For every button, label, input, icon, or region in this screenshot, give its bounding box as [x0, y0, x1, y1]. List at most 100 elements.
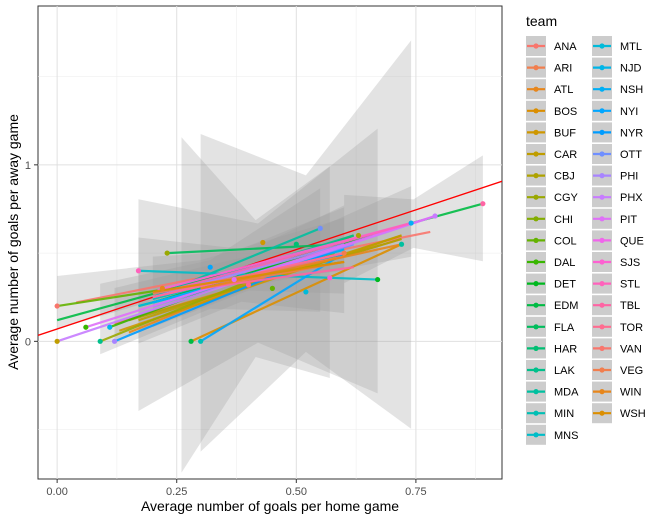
- legend-entry-mtl: MTL: [592, 36, 642, 56]
- series-line-mda: [152, 227, 321, 299]
- legend-entry-ana: ANA: [526, 36, 577, 56]
- legend-label: FLA: [554, 322, 575, 334]
- data-point: [480, 201, 486, 207]
- legend-key-point: [533, 237, 539, 243]
- legend-label: MIN: [554, 408, 574, 420]
- data-point: [260, 239, 266, 246]
- legend-key-point: [533, 345, 539, 351]
- confidence-ribbon: [344, 155, 483, 284]
- legend-label: QUE: [620, 235, 644, 247]
- plot-layer: [38, 40, 502, 473]
- legend-key-point: [599, 194, 605, 200]
- legend-label: SJS: [620, 257, 640, 269]
- data-point: [83, 324, 89, 330]
- legend-entry-cgy: CGY: [526, 187, 579, 208]
- legend-label: PHI: [620, 171, 638, 183]
- legend-entry-sjs: SJS: [592, 252, 640, 272]
- y-tick-label: 0: [25, 336, 31, 348]
- data-point: [207, 264, 213, 270]
- legend-key-point: [599, 43, 605, 49]
- data-point: [54, 303, 60, 309]
- data-point: [432, 213, 438, 219]
- legend-entry-atl: ATL: [526, 79, 573, 100]
- legend-entry-det: DET: [526, 273, 576, 294]
- legend-key-point: [533, 216, 539, 222]
- legend-entry-chi: CHI: [526, 208, 573, 229]
- legend-key-point: [599, 367, 605, 373]
- legend-label: ATL: [554, 84, 573, 96]
- legend-key-point: [533, 259, 539, 265]
- data-point: [54, 338, 60, 344]
- legend-entry-col: COL: [526, 230, 577, 251]
- legend-key-point: [533, 389, 539, 395]
- legend-key-point: [533, 302, 539, 308]
- legend-label: STL: [620, 279, 640, 291]
- legend-label: BOS: [554, 106, 577, 118]
- legend-key-point: [599, 410, 605, 416]
- legend-label: CBJ: [554, 171, 575, 183]
- legend-label: PHX: [620, 192, 643, 204]
- legend-label: COL: [554, 235, 577, 247]
- data-point: [303, 289, 309, 295]
- data-point: [111, 338, 118, 344]
- legend-entry-bos: BOS: [526, 100, 577, 121]
- plot-panel: [37, 5, 503, 480]
- legend-label: ANA: [554, 41, 577, 53]
- legend-label: EDM: [554, 300, 578, 312]
- legend-key-point: [599, 345, 605, 351]
- legend-entry-ott: OTT: [592, 144, 642, 164]
- legend-key-point: [599, 86, 605, 92]
- legend-key-point: [533, 108, 539, 114]
- series-line-tbl: [200, 266, 354, 290]
- legend-label: CGY: [554, 192, 579, 204]
- legend-entry-veg: VEG: [592, 360, 643, 380]
- legend-entry-mns: MNS: [526, 424, 578, 445]
- data-point: [375, 276, 381, 283]
- data-point: [164, 250, 170, 256]
- legend-key-point: [599, 302, 605, 308]
- x-tick-label: 0.75: [405, 486, 426, 498]
- legend-key-point: [599, 151, 605, 157]
- reference-line: [38, 180, 502, 336]
- data-point: [159, 285, 165, 291]
- legend-key-point: [533, 65, 539, 71]
- data-point: [269, 285, 275, 291]
- legend-key-point: [599, 216, 605, 222]
- legend-label: NYR: [620, 127, 643, 139]
- legend-key-point: [599, 237, 605, 243]
- legend-key-point: [533, 43, 539, 49]
- legend-entry-car: CAR: [526, 144, 577, 164]
- data-point: [198, 338, 204, 344]
- x-tick-label: 0.50: [286, 486, 307, 498]
- legend-entry-edm: EDM: [526, 295, 578, 316]
- data-point: [408, 220, 414, 226]
- legend-entry-min: MIN: [526, 403, 574, 424]
- legend-key-point: [533, 410, 539, 416]
- legend-label: MNS: [554, 430, 578, 442]
- legend-key-point: [533, 432, 539, 438]
- series-line-fla: [167, 243, 345, 255]
- legend-entry-nyi: NYI: [592, 100, 638, 121]
- legend-key-point: [533, 151, 539, 157]
- legend-key-point: [599, 65, 605, 71]
- legend-key-point: [599, 129, 605, 135]
- legend: team ANA ARI ATL BOS BUF CAR CBJ CGY CHI COL DAL DE…: [526, 13, 646, 445]
- data-point: [135, 268, 142, 274]
- legend-label: OTT: [620, 149, 642, 161]
- legend-entry-stl: STL: [592, 273, 640, 294]
- legend-label: PIT: [620, 214, 637, 226]
- legend-title: team: [526, 13, 557, 29]
- legend-key-point: [533, 281, 539, 287]
- legend-entry-tbl: TBL: [592, 295, 640, 316]
- series-line-nyi: [200, 252, 345, 343]
- y-axis-title: Average number of goals per away game: [5, 114, 21, 370]
- data-point: [231, 276, 237, 283]
- legend-label: HAR: [554, 343, 577, 355]
- legend-label: LAK: [554, 365, 575, 377]
- legend-entry-har: HAR: [526, 338, 577, 359]
- legend-label: DAL: [554, 257, 575, 269]
- legend-entry-nsh: NSH: [592, 79, 643, 100]
- data-point: [107, 324, 113, 330]
- data-point: [317, 225, 323, 231]
- legend-entry-lak: LAK: [526, 360, 575, 380]
